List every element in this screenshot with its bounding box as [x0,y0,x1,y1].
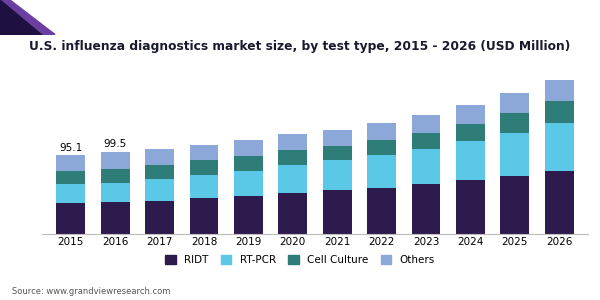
Bar [500,93,529,113]
Legend: RIDT, RT-PCR, Cell Culture, Others: RIDT, RT-PCR, Cell Culture, Others [161,251,439,269]
Bar [101,202,130,234]
Text: U.S. influenza diagnostics market size, by test type, 2015 - 2026 (USD Million): U.S. influenza diagnostics market size, … [29,40,571,53]
Text: Source: www.grandviewresearch.com: Source: www.grandviewresearch.com [12,287,170,296]
Bar [56,171,85,184]
Polygon shape [0,0,42,34]
Bar [101,152,130,169]
Bar [278,165,307,193]
Bar [412,184,440,234]
Bar [412,133,440,149]
Bar [234,171,263,196]
Bar [367,140,396,155]
Text: 99.5: 99.5 [104,140,127,149]
Bar [323,190,352,234]
Bar [412,149,440,184]
Bar [56,184,85,202]
Bar [367,123,396,140]
Bar [412,115,440,133]
Bar [323,130,352,146]
Bar [456,105,485,124]
Bar [234,156,263,171]
Bar [545,100,574,123]
Bar [190,175,218,198]
Bar [190,145,218,160]
Bar [456,141,485,180]
Bar [323,160,352,190]
Bar [278,150,307,165]
Bar [456,180,485,234]
Bar [367,188,396,234]
Bar [500,176,529,234]
Bar [190,198,218,234]
Bar [367,155,396,188]
Bar [234,196,263,234]
Bar [500,133,529,176]
Bar [278,193,307,234]
Bar [56,155,85,171]
Bar [545,80,574,101]
Bar [500,113,529,133]
Bar [101,169,130,183]
Bar [234,140,263,156]
Bar [145,165,174,179]
Bar [145,179,174,201]
Text: 95.1: 95.1 [59,143,82,153]
Bar [323,146,352,160]
Bar [278,134,307,150]
Bar [145,201,174,234]
Bar [190,160,218,175]
Bar [545,171,574,234]
Bar [56,202,85,234]
Bar [145,149,174,165]
Polygon shape [0,0,55,34]
Bar [456,124,485,141]
Bar [545,123,574,171]
Bar [101,183,130,202]
